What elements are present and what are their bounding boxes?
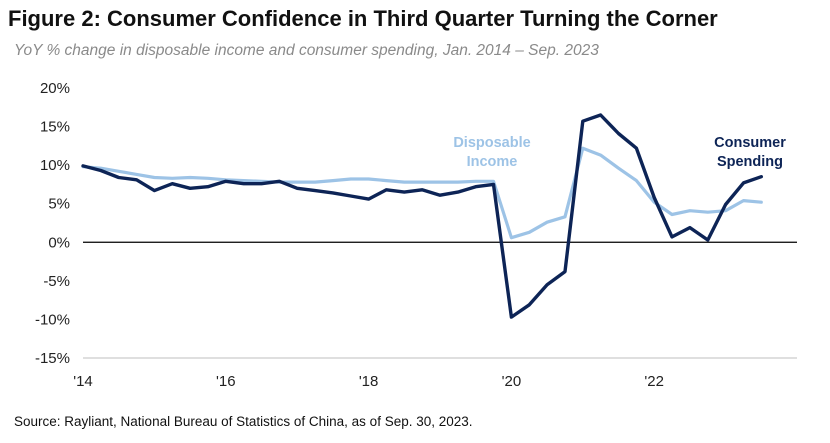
source-note: Source: Rayliant, National Bureau of Sta… <box>14 414 473 429</box>
x-tick-label: '22 <box>644 373 664 390</box>
x-tick-label: '18 <box>359 373 379 390</box>
chart-subtitle: YoY % change in disposable income and co… <box>14 42 599 59</box>
y-tick-label: 0% <box>48 234 70 251</box>
y-tick-label: 15% <box>40 119 70 136</box>
y-axis-tick-labels: -15% -10% -5% 0% 5% 10% 15% 20% <box>35 80 70 367</box>
series-label-line: Consumer <box>714 135 786 151</box>
series-lines <box>81 113 763 319</box>
y-tick-label: 5% <box>48 196 70 213</box>
axes <box>83 241 797 359</box>
series-label-line: Disposable <box>453 135 530 151</box>
series-label-consumer-spending: Consumer Spending <box>714 135 786 170</box>
x-tick-label: '14 <box>73 373 93 390</box>
series-label-line: Income <box>467 154 518 170</box>
series-line-consumer-spending <box>81 113 763 319</box>
x-tick-label: '20 <box>502 373 522 390</box>
y-tick-label: 20% <box>40 80 70 97</box>
series-line-disposable-income <box>81 146 763 240</box>
x-axis-tick-labels: '14 '16 '18 '20 '22 <box>73 373 664 390</box>
y-tick-label: 10% <box>40 157 70 174</box>
chart-title: Figure 2: Consumer Confidence in Third Q… <box>8 6 718 31</box>
x-tick-label: '16 <box>216 373 236 390</box>
series-label-line: Spending <box>717 154 783 170</box>
line-chart: -15% -10% -5% 0% 5% 10% 15% 20% '14 '16 '18 '20 '22… <box>35 80 797 390</box>
series-label-disposable-income: Disposable Income <box>453 135 530 170</box>
y-tick-label: -10% <box>35 311 70 328</box>
y-tick-label: -5% <box>43 273 70 290</box>
series-labels: Disposable Income Consumer Spending <box>453 135 786 170</box>
y-tick-label: -15% <box>35 350 70 367</box>
